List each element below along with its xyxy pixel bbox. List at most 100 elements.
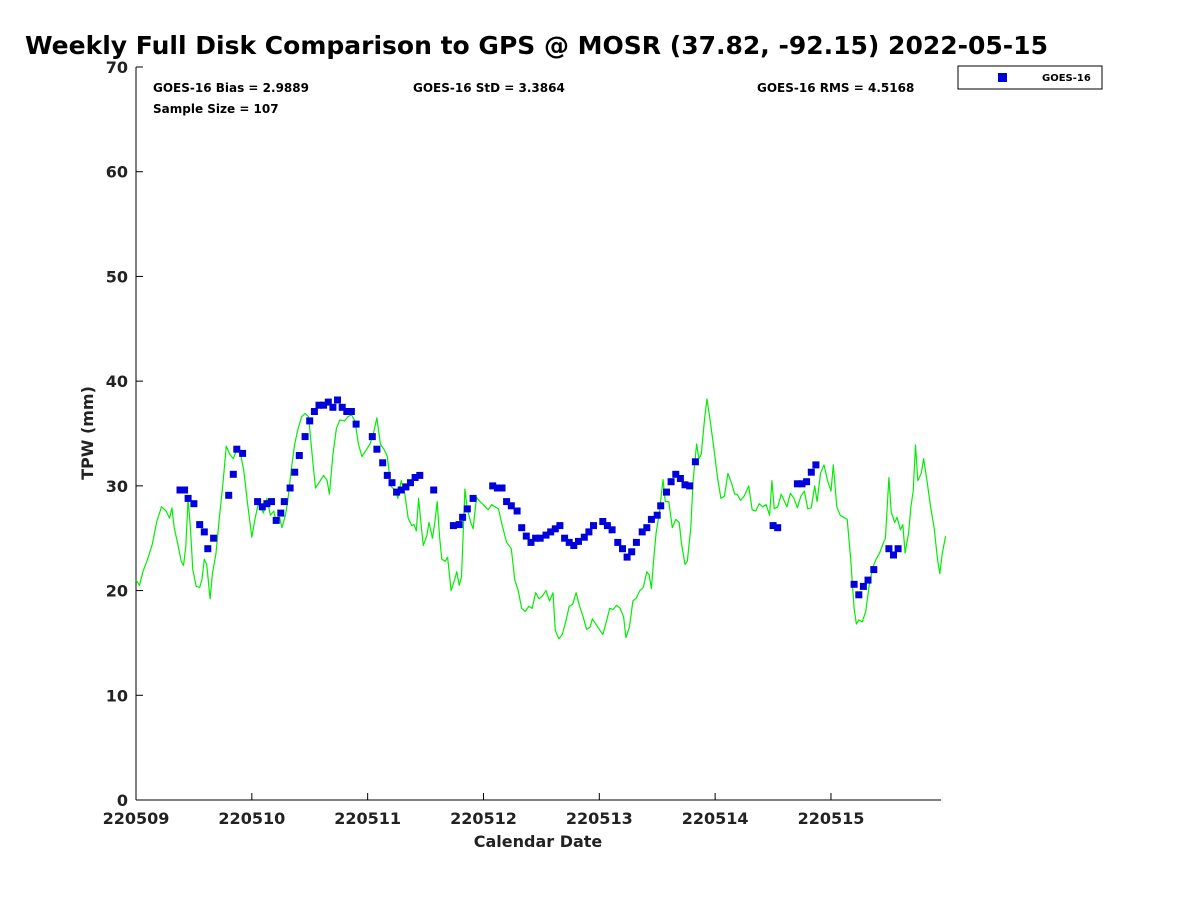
goes-16-point	[301, 433, 309, 441]
goes-16-point	[190, 500, 198, 508]
goes-16-point	[890, 551, 897, 559]
goes-16-point	[368, 433, 376, 441]
goes-16-point	[181, 486, 189, 494]
goes-16-point	[769, 522, 777, 530]
goes-16-point	[542, 531, 550, 539]
goes-16-point	[565, 538, 573, 546]
stats-box: GOES-16 Bias = 2.9889 GOES-16 StD = 3.38…	[153, 81, 914, 116]
goes-16-point	[383, 471, 391, 479]
goes-16-point	[599, 518, 607, 525]
goes-16-point	[352, 420, 360, 428]
goes-16-point	[489, 482, 497, 490]
goes-16-point	[585, 528, 593, 536]
goes-16-point	[176, 486, 184, 494]
goes-16-point	[329, 403, 337, 411]
stat-std: GOES-16 StD = 3.3864	[413, 81, 565, 95]
y-tick-label: 20	[106, 582, 128, 601]
goes-16-point	[547, 528, 555, 536]
goes-16-point	[204, 545, 212, 553]
goes-16-point	[570, 542, 578, 549]
y-tick-label: 10	[106, 686, 128, 705]
goes-16-point	[493, 484, 501, 492]
goes-16-point	[807, 468, 815, 476]
goes-16-point	[291, 468, 299, 476]
goes-16-point	[859, 582, 867, 590]
goes-16-point	[855, 591, 863, 599]
goes-16-point	[653, 511, 661, 519]
goes-16-point	[663, 488, 670, 496]
goes-16-point	[503, 498, 511, 506]
goes-16-point	[268, 498, 275, 506]
goes-16-point	[507, 502, 515, 510]
y-tick-label: 30	[106, 477, 128, 496]
goes-16-point	[263, 500, 271, 508]
goes-16-point	[455, 521, 463, 529]
goes-16-point	[430, 486, 438, 494]
goes-16-point	[667, 478, 675, 486]
goes-16-point	[463, 505, 471, 513]
legend-marker-goes-16	[998, 73, 1007, 82]
stat-bias: GOES-16 Bias = 2.9889	[153, 81, 309, 95]
stat-sample-size: Sample Size = 107	[153, 102, 279, 116]
goes-16-point	[379, 459, 387, 467]
x-tick-label: 220509	[103, 809, 170, 828]
goes-16-point	[459, 513, 467, 521]
goes-16-point	[320, 401, 328, 409]
goes-16-point	[254, 498, 262, 506]
goes-16-point	[864, 576, 872, 584]
goes-16-point	[870, 566, 878, 574]
goes-16-series	[176, 396, 902, 599]
goes-16-point	[338, 403, 346, 411]
goes-16-point	[277, 509, 285, 517]
goes-16-point	[513, 507, 521, 515]
plot-area	[135, 67, 941, 801]
y-tick-label: 0	[117, 791, 128, 810]
goes-16-point	[556, 522, 564, 530]
x-tick-label: 220512	[450, 809, 517, 828]
goes-16-point	[536, 534, 544, 542]
chart-title: Weekly Full Disk Comparison to GPS @ MOS…	[25, 31, 1048, 60]
goes-16-point	[532, 534, 540, 542]
goes-16-point	[603, 522, 611, 530]
goes-16-point	[522, 532, 530, 540]
goes-16-point	[210, 534, 218, 542]
x-tick-label: 220510	[218, 809, 285, 828]
goes-16-point	[258, 503, 266, 511]
goes-16-point	[310, 408, 318, 415]
x-tick-label: 220515	[798, 809, 865, 828]
goes-16-point	[575, 537, 582, 545]
goes-16-point	[411, 474, 419, 481]
goes-16-point	[798, 480, 806, 488]
x-tick-label: 220513	[566, 809, 633, 828]
goes-16-point	[681, 481, 689, 489]
goes-16-point	[184, 494, 192, 502]
goes-16-point	[551, 525, 559, 533]
goes-16-point	[774, 524, 782, 532]
goes-16-point	[388, 479, 396, 487]
goes-16-point	[850, 580, 858, 588]
goes-16-point	[885, 545, 893, 553]
goes-16-point	[324, 398, 332, 406]
goes-16-point	[200, 528, 208, 536]
goes-16-point	[657, 502, 665, 510]
goes-16-point	[397, 486, 405, 494]
goes-16-point	[638, 528, 646, 536]
x-axis-label: Calendar Date	[474, 832, 603, 851]
y-axis: 0 10 20 30 40 50 60 70	[106, 58, 143, 810]
goes-16-point	[286, 484, 294, 492]
x-tick-label: 220511	[334, 809, 401, 828]
goes-16-point	[449, 522, 457, 530]
goes-16-point	[580, 533, 588, 541]
goes-16-point	[343, 408, 351, 415]
goes-16-point	[623, 553, 631, 561]
goes-16-point	[229, 470, 237, 478]
y-tick-label: 70	[106, 58, 128, 77]
legend: GOES-16	[957, 65, 1103, 90]
y-tick-label: 40	[106, 372, 128, 391]
y-axis-label: TPW (mm)	[78, 386, 97, 480]
goes-16-point	[416, 471, 424, 479]
goes-16-point	[280, 498, 288, 506]
goes-16-point	[315, 401, 323, 409]
goes-16-point	[803, 478, 811, 486]
